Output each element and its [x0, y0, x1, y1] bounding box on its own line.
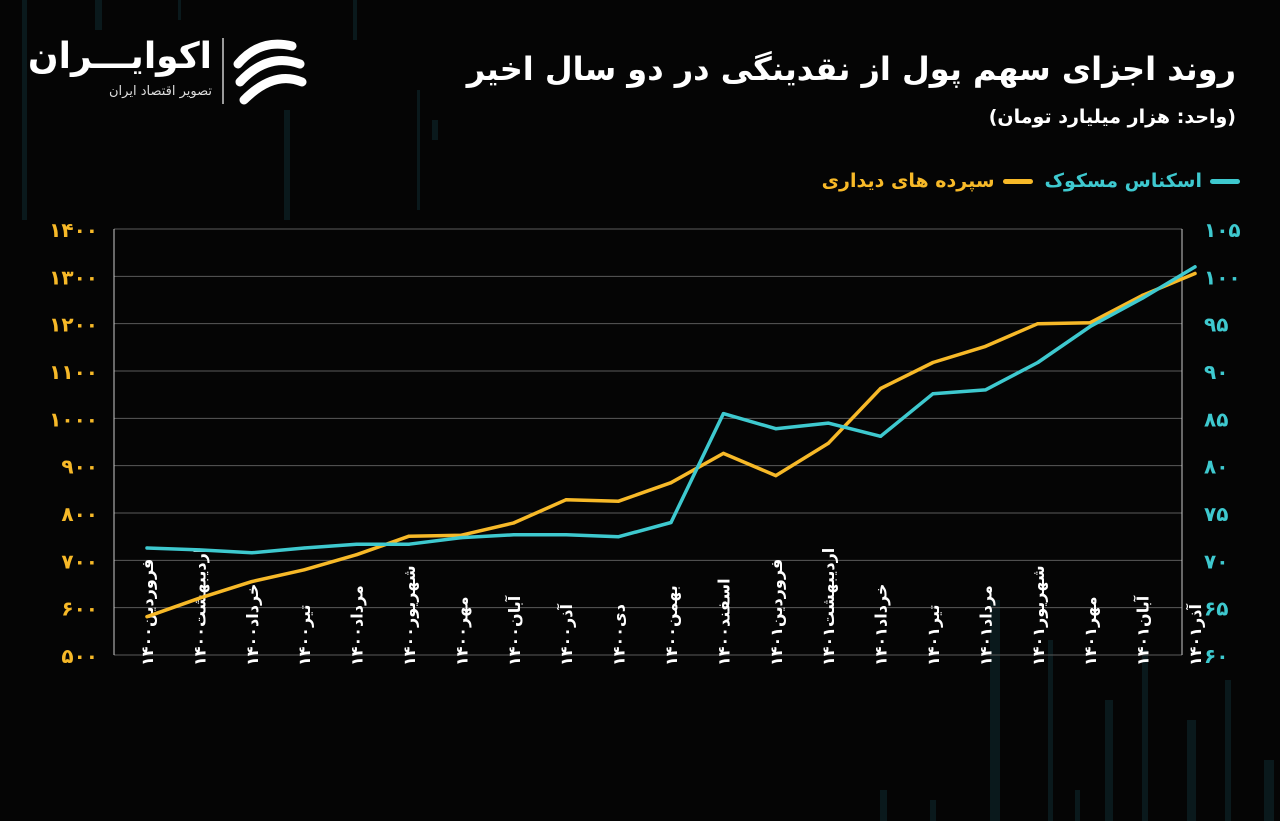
- x-axis-tick-label: دی۱۴۰۰: [610, 604, 629, 666]
- data-point-deposits: [721, 451, 726, 455]
- left-axis-tick-label: ۵۰۰: [61, 644, 98, 668]
- right-axis-tick-label: ۱۰۵: [1204, 218, 1241, 242]
- data-point-cash: [826, 421, 830, 425]
- data-point-cash: [721, 412, 726, 416]
- right-axis-tick-label: ۷۰: [1204, 549, 1228, 573]
- data-point-deposits: [302, 568, 306, 572]
- data-point-cash: [931, 392, 935, 396]
- x-axis-tick-label: اسفند۱۴۰۰: [714, 578, 733, 666]
- data-point-cash: [512, 533, 516, 537]
- x-axis-tick-label: تیر۱۴۰۱: [924, 604, 943, 666]
- data-point-deposits: [826, 441, 830, 446]
- x-axis-tick-label: آذر۱۴۰۱: [1185, 604, 1205, 666]
- data-point-cash: [1193, 265, 1197, 269]
- data-point-cash: [407, 542, 411, 546]
- logo-subtitle: تصویر اقتصاد ایران: [109, 84, 212, 99]
- legend-label-cash: اسکناس مسکوک: [1044, 170, 1202, 192]
- data-point-cash: [250, 551, 254, 555]
- x-axis-tick-label: تیر۱۴۰۰: [295, 604, 314, 666]
- data-point-deposits: [1193, 271, 1197, 276]
- chart-title: روند اجزای سهم پول از نقدینگی در دو سال …: [466, 50, 1236, 88]
- data-point-cash: [774, 427, 778, 431]
- left-axis-tick-label: ۱۰۰۰: [49, 407, 98, 431]
- data-point-cash: [1141, 296, 1145, 300]
- x-axis-tick-label: شهریور۱۴۰۰: [400, 565, 419, 666]
- chart-unit: (واحد: هزار میلیارد تومان): [988, 106, 1236, 128]
- data-point-deposits: [617, 499, 621, 503]
- data-point-cash: [145, 546, 149, 550]
- legend-swatch-deposits: [1002, 178, 1033, 184]
- data-point-cash: [669, 520, 673, 525]
- data-point-cash: [564, 533, 568, 537]
- x-axis-tick-label: خرداد۱۴۰۱: [872, 584, 891, 666]
- data-point-cash: [302, 546, 306, 550]
- legend-label-deposits: سپرده های دیداری: [821, 170, 995, 192]
- logo-mark-icon: [233, 39, 307, 105]
- data-point-deposits: [145, 615, 149, 619]
- data-point-deposits: [1036, 322, 1040, 326]
- x-axis-tick-label: خرداد۱۴۰۰: [243, 584, 262, 666]
- data-point-cash: [879, 434, 883, 438]
- left-axis-tick-label: ۷۰۰: [61, 549, 98, 573]
- data-point-cash: [1036, 360, 1040, 365]
- right-axis-tick-label: ۸۵: [1204, 407, 1228, 431]
- x-axis-tick-label: فروردین۱۴۰۱: [767, 559, 786, 666]
- left-axis-tick-label: ۶۰۰: [61, 597, 98, 621]
- data-point-cash: [617, 535, 621, 539]
- data-point-deposits: [1088, 321, 1092, 325]
- x-axis-tick-label: آبان۱۴۰۱: [1133, 595, 1153, 666]
- right-axis-tick-label: ۶۵: [1204, 597, 1228, 621]
- x-axis-tick-label: مرداد۱۴۰۰: [348, 585, 367, 666]
- data-point-deposits: [669, 481, 673, 485]
- data-point-cash: [983, 388, 988, 392]
- logo: اکوایـــران تصویر اقتصاد ایران: [27, 30, 312, 110]
- legend-item-deposits: سپرده های دیداری: [822, 170, 1033, 192]
- left-axis-tick-label: ۹۰۰: [61, 455, 98, 479]
- left-axis-tick-label: ۱۴۰۰: [49, 218, 98, 242]
- data-point-cash: [197, 548, 201, 552]
- x-axis-tick-label: فروردین۱۴۰۰: [138, 559, 157, 666]
- data-point-deposits: [512, 521, 516, 525]
- x-axis-tick-label: اردیبهشت۱۴۰۰: [190, 548, 209, 666]
- data-point-deposits: [355, 553, 359, 557]
- data-point-cash: [355, 542, 359, 546]
- legend-swatch-cash: [1210, 178, 1240, 184]
- data-point-deposits: [197, 596, 201, 600]
- series-line-cash: [145, 265, 1197, 555]
- data-point-deposits: [407, 534, 411, 538]
- x-axis-tick-label: شهریور۱۴۰۱: [1029, 565, 1048, 666]
- data-point-cash: [459, 536, 463, 540]
- data-point-deposits: [564, 498, 568, 502]
- x-axis-tick-label: مرداد۱۴۰۱: [976, 585, 995, 666]
- left-axis-tick-label: ۱۲۰۰: [49, 313, 98, 337]
- chart-legend: اسکناس مسکوک سپرده های دیداری: [822, 170, 1240, 192]
- right-axis-tick-label: ۹۵: [1204, 313, 1228, 337]
- data-point-deposits: [983, 344, 988, 348]
- left-axis-tick-label: ۱۳۰۰: [49, 265, 98, 289]
- legend-item-cash: اسکناس مسکوک: [1045, 170, 1240, 192]
- right-axis-tick-label: ۹۰: [1204, 360, 1228, 384]
- logo-divider: [222, 38, 224, 104]
- data-point-deposits: [250, 580, 254, 584]
- data-point-deposits: [879, 386, 883, 391]
- right-axis-tick-label: ۱۰۰: [1204, 265, 1241, 289]
- x-axis-tick-label: آذر۱۴۰۰: [556, 604, 576, 666]
- logo-name: اکوایـــران: [27, 36, 212, 77]
- data-point-deposits: [774, 474, 778, 478]
- x-axis-tick-label: بهمن۱۴۰۰: [662, 585, 681, 666]
- x-axis-tick-label: آبان۱۴۰۰: [504, 595, 524, 666]
- right-axis-tick-label: ۸۰: [1204, 455, 1228, 479]
- right-axis-tick-label: ۷۵: [1204, 502, 1228, 526]
- x-axis-tick-label: مهر۱۴۰۱: [1081, 597, 1100, 666]
- left-axis-tick-label: ۱۱۰۰: [49, 360, 98, 384]
- data-point-cash: [1088, 324, 1092, 329]
- x-axis-tick-label: مهر۱۴۰۰: [452, 597, 471, 666]
- data-point-deposits: [931, 360, 935, 365]
- left-axis-tick-label: ۸۰۰: [61, 502, 98, 526]
- right-axis-tick-label: ۶۰: [1204, 644, 1228, 668]
- x-axis-tick-label: اردیبهشت۱۴۰۱: [819, 548, 838, 666]
